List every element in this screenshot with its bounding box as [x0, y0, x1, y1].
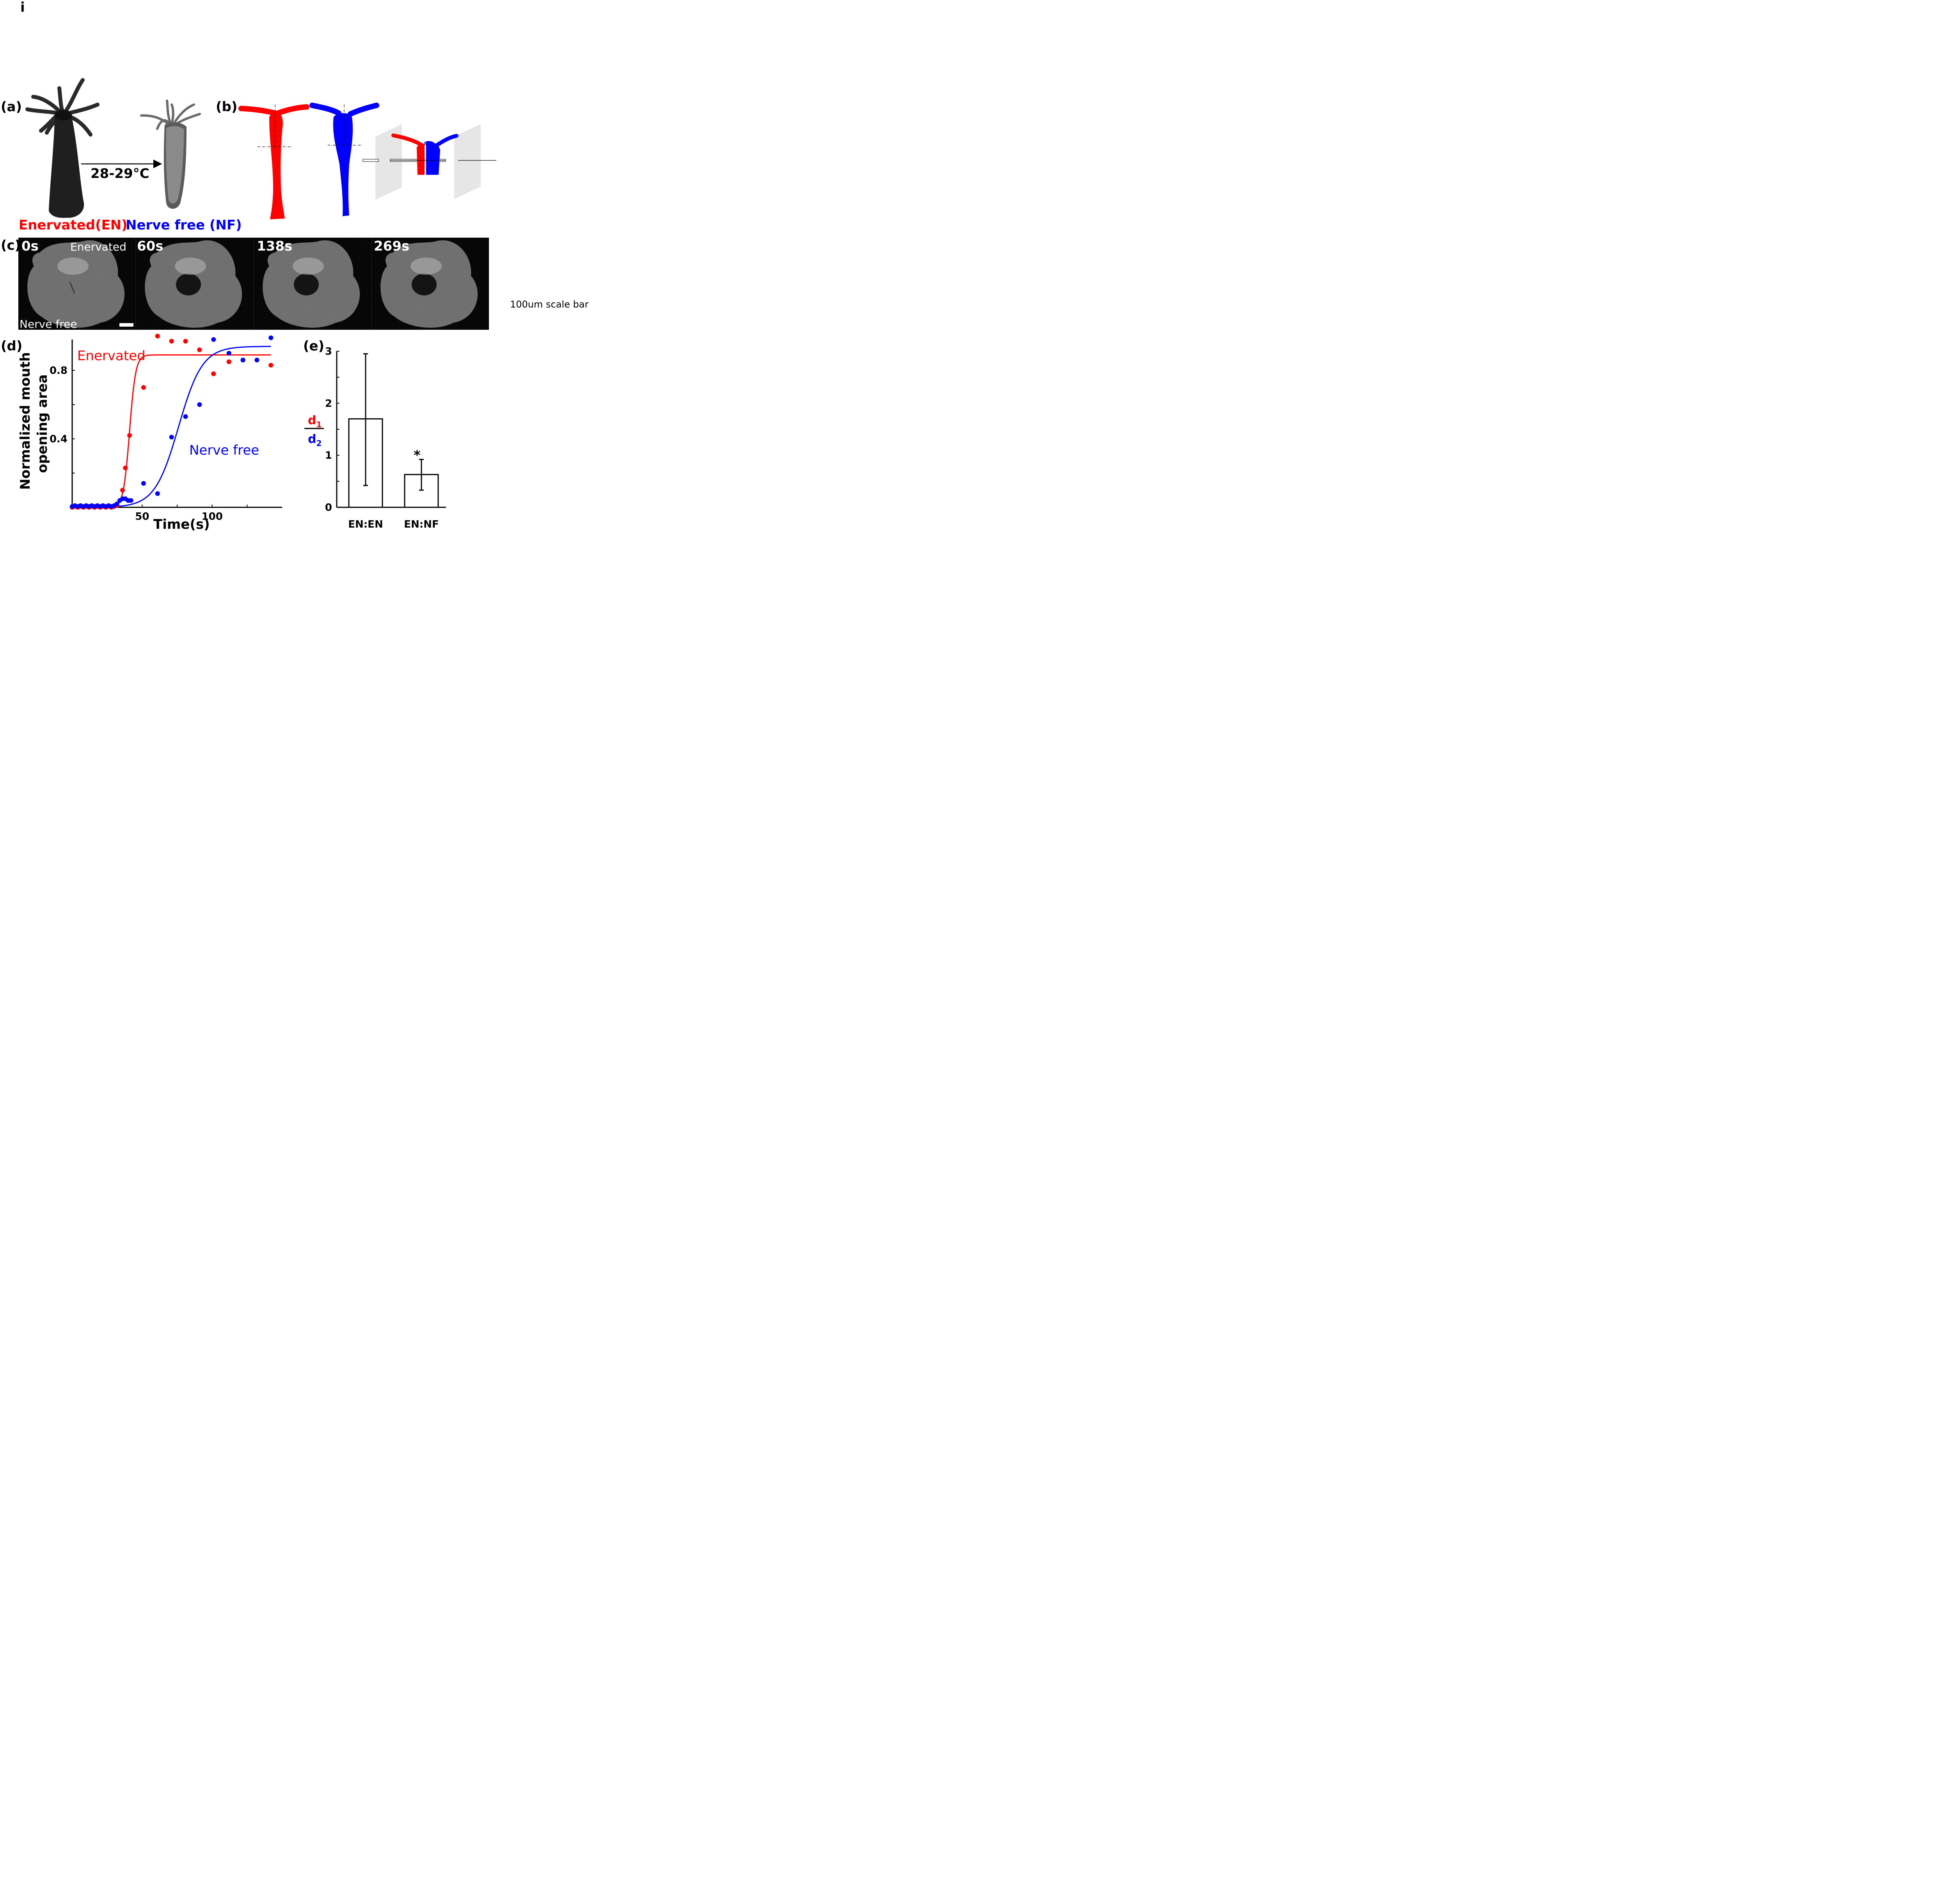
chart-d-point [141, 385, 146, 390]
panel-label-c: (c) [1, 238, 21, 253]
chart-d-point [169, 435, 174, 440]
chart-d-point [120, 488, 125, 493]
chart-e-ylabel: d1 d2 [304, 414, 324, 448]
chart-d-point [211, 371, 216, 376]
chart-e-ytick-label: 3 [325, 346, 332, 357]
chart-e: 0 1 2 3 EN:EN EN:NF [325, 346, 446, 530]
frame-time-3: 269s [374, 238, 409, 254]
microscopy-frame-1 [138, 239, 252, 329]
grafting-setup-diagram [362, 124, 496, 200]
microscopy-frame-2 [256, 239, 370, 329]
chart-d-point [155, 334, 160, 339]
chart-d-point [114, 501, 119, 507]
chart-d-ylabel-line1: Normalized mouth [18, 352, 33, 490]
chart-d-point [155, 491, 160, 496]
chart-d-point [197, 347, 202, 352]
chart-e-ytick-label: 2 [325, 398, 332, 409]
chart-e-category-label: EN:NF [404, 519, 439, 530]
chart-d-point [183, 339, 188, 344]
cut-lines-enervated [258, 105, 292, 147]
chart-d-point [128, 498, 133, 503]
figure-canvas: i (a) 28-29°C E [1, 0, 588, 532]
chart-d-ytick-label: 0.4 [50, 433, 68, 445]
chart-d-series-label-enervated: Enervated [77, 348, 146, 364]
frame-time-2: 138s [257, 238, 292, 254]
chart-d-point [141, 481, 146, 486]
time-lapse-strip [18, 238, 489, 330]
cut-lines-nerve-free [328, 105, 362, 146]
chart-d-xlabel: Time(s) [153, 517, 210, 532]
panel-label-e: (e) [303, 338, 324, 354]
microscopy-frame-3 [373, 239, 487, 329]
frame-label-enervated: Enervated [70, 240, 126, 253]
chart-e-ytick-label: 0 [325, 502, 332, 514]
chart-d-point [268, 335, 274, 340]
panel-label-b: (b) [216, 99, 237, 115]
chart-d-xtick-label: 100 [202, 511, 223, 523]
chart-d-point [240, 357, 245, 363]
chart-d-point [183, 414, 188, 419]
hydra-nerve-free-photo [140, 100, 201, 209]
chart-d-fit-line-1 [72, 346, 271, 508]
legend-enervated: Enervated(EN) [19, 217, 128, 233]
temperature-label: 28-29°C [91, 166, 149, 181]
panel-label-d: (d) [1, 338, 22, 354]
schematic-enervated-hydra [238, 104, 309, 219]
chart-d-series-label-nerve-free: Nerve free [189, 443, 259, 458]
chart-d-point [211, 337, 216, 342]
chart-d-point [254, 357, 259, 363]
frame-time-0: 0s [21, 238, 39, 254]
schematic-nerve-free-hydra [309, 103, 379, 216]
chart-e-ylabel-denominator: d2 [308, 432, 322, 448]
chart-d: 0.4 0.8 50 100 [50, 334, 282, 523]
chart-e-ylabel-numerator: d1 [308, 414, 322, 429]
chart-d-point [197, 402, 202, 407]
chart-e-category-label: EN:EN [348, 519, 383, 530]
chart-d-ytick-label: 0.8 [50, 365, 68, 377]
chart-e-significance-mark: * [414, 448, 421, 463]
frame-label-nerve-free: Nerve free [20, 318, 77, 331]
frame-time-1: 60s [137, 238, 163, 254]
chart-d-xtick-label: 50 [135, 511, 149, 523]
chart-d-ylabel-line2: opening area [35, 374, 50, 473]
hydra-enervated-photo [25, 78, 100, 218]
chart-d-point [226, 359, 231, 364]
chart-d-point [169, 339, 174, 344]
scale-bar [119, 323, 133, 327]
chart-d-point [268, 363, 274, 368]
legend-nerve-free: Nerve free (NF) [126, 217, 242, 233]
chart-d-fit-line-0 [72, 354, 271, 508]
microscopy-frame-0 [20, 239, 134, 329]
chart-d-point [127, 433, 132, 438]
chart-e-ytick-label: 1 [325, 450, 332, 462]
chart-d-point [226, 351, 231, 356]
chart-d-point [123, 466, 128, 471]
corner-letter: i [20, 0, 25, 15]
panel-label-a: (a) [1, 99, 22, 115]
scale-bar-note: 100um scale bar [510, 299, 588, 310]
